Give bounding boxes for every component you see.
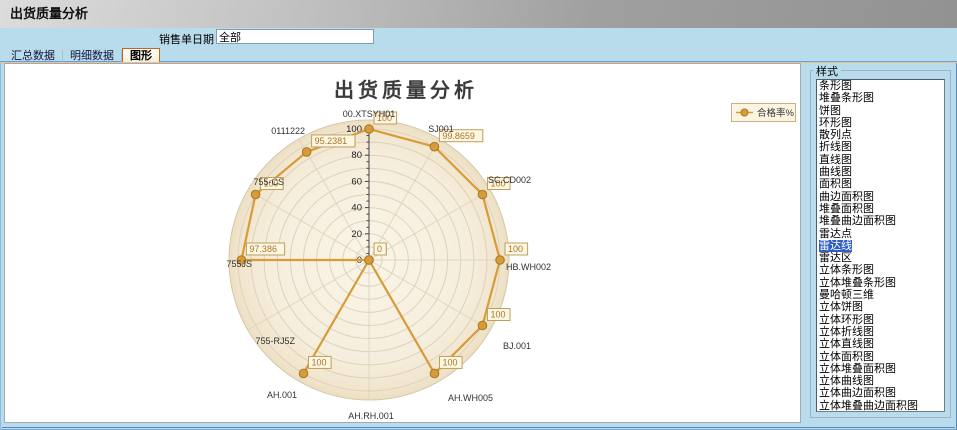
data-point-marker [495,255,505,265]
value-label: 100 [490,310,505,320]
style-option[interactable]: 立体环形图 [819,313,874,326]
chart-style-listbox[interactable]: 条形图 堆叠条形图 饼图 环形图 散列点 折线图 直线图 曲线图 面积图 曲边面积图 堆叠面积图 堆叠… [816,79,945,412]
style-option[interactable]: 立体曲边面积图 [819,387,896,400]
window-bottom-edge [2,427,955,428]
category-label: BJ.001 [503,341,531,351]
value-label-box [504,242,529,256]
tab-strip: 汇总数据 明细数据 图形 [0,46,957,64]
data-point-marker [429,368,440,379]
legend-label: 合格率% [757,107,795,119]
axis-tick-label: 60 [351,176,362,187]
category-label: SJ001 [428,124,454,134]
style-option[interactable]: 环形图 [819,116,852,129]
data-point-marker [250,189,261,200]
value-label: 100 [490,179,505,189]
style-option[interactable]: 立体堆叠面积图 [819,362,896,375]
tab-2[interactable]: 图形 [122,48,160,64]
category-label: 755-CS [253,177,284,187]
value-label-box [373,111,398,125]
style-option[interactable]: 立体折线图 [819,325,874,338]
value-label-box [438,129,484,143]
style-option[interactable]: 立体堆叠曲边面积图 [819,399,918,412]
value-label: 100 [443,358,458,368]
value-label-box [260,177,284,190]
axis-tick-label: 20 [351,229,362,240]
style-option[interactable]: 立体堆叠条形图 [819,276,896,289]
value-label-box [486,177,511,190]
style-option[interactable]: 雷达区 [819,252,852,265]
style-option[interactable]: 曲边面积图 [819,190,874,203]
category-label: 00.XTSYH01 [343,109,396,119]
value-label: 100 [508,244,523,254]
category-label: AH.001 [267,390,297,400]
value-label-box [245,242,286,256]
style-option[interactable]: 面积图 [819,178,852,191]
style-option[interactable]: 曼哈顿三维 [819,289,874,302]
value-label-box [308,355,332,369]
category-label: 0111222 [271,126,305,136]
value-label: 100 [264,179,279,189]
data-point-marker [364,124,374,134]
style-option[interactable]: 立体曲线图 [819,375,874,388]
style-option[interactable]: 立体面积图 [819,350,874,363]
category-label: SC.CD002 [488,175,531,185]
value-label: 100 [377,113,392,123]
chart-title: 出货质量分析 [334,78,478,102]
value-label: 0 [377,244,382,254]
style-option[interactable]: 堆叠条形图 [819,92,874,105]
chart-panel: 02040608010010099.8659100100100100010009… [4,63,801,423]
data-point-marker [298,368,309,379]
style-option[interactable]: 立体直线图 [819,338,874,351]
style-option[interactable]: 饼图 [819,104,841,117]
data-point-marker [364,255,374,265]
data-point-marker [429,141,440,152]
style-option[interactable]: 堆叠面积图 [819,202,874,215]
chart-legend: 合格率% [731,103,796,122]
value-label: 97.386 [249,244,277,254]
tab-0[interactable]: 汇总数据 [4,50,63,64]
style-option[interactable]: 雷达点 [819,227,852,240]
style-option[interactable]: 条形图 [819,80,852,92]
value-label-box [439,355,463,369]
category-label: HB.WH002 [506,262,551,272]
sales-date-input[interactable] [216,29,374,44]
category-label: 755-RJ5Z [255,336,295,346]
style-option[interactable]: 立体条形图 [819,264,874,277]
value-label: 100 [312,358,327,368]
category-label: AH.WH005 [448,393,493,403]
category-labels: 00.XTSYH01 SJ001 SC.CD002 HB.WH002 BJ.001 AH.… [226,109,551,421]
radar-chart: 02040608010010099.8659100100100100010009… [226,78,796,421]
data-point-marker [477,189,488,200]
data-point-marker [477,320,488,331]
value-label-box [311,134,356,148]
style-group-title: 样式 [813,63,841,79]
value-label-box [486,308,511,321]
filter-row: 销售单日期 [0,28,957,46]
value-label: 99.8659 [442,131,475,141]
value-label: 95.2381 [315,136,348,146]
style-option[interactable]: 堆叠曲边面积图 [819,215,896,228]
page-title: 出货质量分析 [0,0,957,28]
category-label: AH.RH.001 [348,411,394,421]
tab-1[interactable]: 明细数据 [63,50,122,64]
value-labels: 10099.86591001001001000100097.38610095.2… [245,111,529,369]
style-option[interactable]: 雷达线 [819,239,852,253]
style-option[interactable]: 散列点 [819,129,852,142]
style-option[interactable]: 曲线图 [819,166,852,179]
radar-markers [236,124,505,379]
category-label: 755JS [226,259,252,269]
style-option[interactable]: 折线图 [819,141,852,154]
tabpage-top-border [0,62,957,63]
value-label-box [373,242,387,256]
data-point-marker [236,255,247,265]
axis-tick-label: 100 [346,124,362,135]
axis-tick-label: 40 [351,203,362,214]
style-option[interactable]: 直线图 [819,153,852,166]
axis-tick-label: 80 [351,150,362,161]
style-groupbox: 样式 条形图 堆叠条形图 饼图 环形图 散列点 折线图 直线图 曲线图 面积图 曲边面积图 堆叠面积… [810,63,951,418]
data-point-marker [301,147,312,157]
sales-date-label: 销售单日期 [159,34,214,46]
style-option[interactable]: 立体饼图 [819,301,863,314]
